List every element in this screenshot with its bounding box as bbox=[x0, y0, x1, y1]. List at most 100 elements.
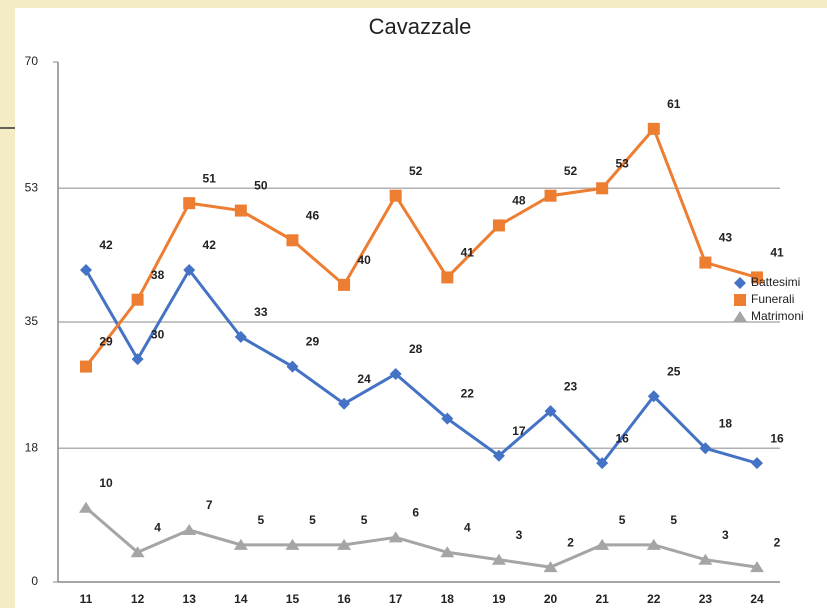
point bbox=[751, 271, 763, 284]
point bbox=[286, 360, 299, 373]
data-label: 16 bbox=[615, 431, 629, 445]
data-label: 10 bbox=[99, 476, 113, 490]
y-tick-label: 0 bbox=[31, 574, 38, 588]
point bbox=[544, 405, 557, 418]
x-tick-label: 24 bbox=[750, 592, 764, 606]
point bbox=[285, 538, 300, 550]
legend-label: Battesimi bbox=[751, 275, 800, 289]
x-tick-label: 20 bbox=[544, 592, 558, 606]
data-label: 16 bbox=[770, 431, 784, 445]
point bbox=[338, 278, 351, 291]
data-label: 29 bbox=[99, 335, 113, 349]
data-label: 30 bbox=[151, 327, 165, 341]
chart-area bbox=[15, 8, 827, 608]
data-label: 28 bbox=[409, 342, 423, 356]
point bbox=[733, 311, 747, 322]
y-tick-label: 35 bbox=[25, 314, 39, 328]
y-tick-label: 70 bbox=[25, 54, 39, 68]
point bbox=[440, 546, 455, 558]
data-label: 61 bbox=[667, 97, 681, 111]
point bbox=[492, 219, 505, 232]
data-label: 43 bbox=[719, 231, 733, 245]
x-tick-label: 14 bbox=[234, 592, 248, 606]
point bbox=[734, 294, 746, 306]
data-label: 3 bbox=[516, 528, 523, 542]
data-label: 46 bbox=[306, 208, 320, 222]
data-label: 52 bbox=[564, 164, 578, 178]
x-tick-label: 16 bbox=[337, 592, 351, 606]
series-line bbox=[85, 506, 758, 569]
data-label: 22 bbox=[461, 387, 475, 401]
point bbox=[734, 277, 746, 289]
data-label: 40 bbox=[357, 253, 371, 267]
point bbox=[751, 457, 763, 470]
point bbox=[491, 553, 506, 565]
data-label: 17 bbox=[512, 424, 526, 438]
data-label: 41 bbox=[461, 246, 475, 260]
data-label: 29 bbox=[306, 335, 320, 349]
point bbox=[182, 524, 197, 535]
point bbox=[441, 412, 454, 425]
x-tick-label: 21 bbox=[595, 592, 609, 606]
point bbox=[595, 538, 610, 550]
data-label: 2 bbox=[774, 535, 781, 549]
point bbox=[647, 122, 660, 135]
point bbox=[596, 182, 609, 195]
x-tick-label: 15 bbox=[286, 592, 300, 606]
point bbox=[286, 234, 299, 247]
x-tick-label: 17 bbox=[389, 592, 403, 606]
x-tick-label: 19 bbox=[492, 592, 506, 606]
data-label: 23 bbox=[564, 379, 578, 393]
data-label: 4 bbox=[464, 520, 471, 534]
data-label: 5 bbox=[258, 513, 265, 527]
x-tick-label: 23 bbox=[699, 592, 713, 606]
point bbox=[389, 368, 402, 380]
point bbox=[646, 538, 661, 550]
data-label: 7 bbox=[206, 498, 213, 512]
x-tick-label: 12 bbox=[131, 592, 145, 606]
data-label: 24 bbox=[357, 372, 371, 386]
data-label: 3 bbox=[722, 528, 729, 542]
data-label: 4 bbox=[154, 520, 161, 534]
data-label: 5 bbox=[361, 513, 368, 527]
data-label: 50 bbox=[254, 179, 268, 193]
y-tick-label: 53 bbox=[25, 180, 39, 194]
data-label: 38 bbox=[151, 268, 165, 282]
point bbox=[543, 561, 558, 573]
data-label: 42 bbox=[99, 238, 113, 252]
point bbox=[79, 501, 93, 513]
legend-label: Matrimoni bbox=[751, 309, 804, 323]
data-label: 51 bbox=[203, 171, 217, 185]
data-label: 6 bbox=[412, 506, 419, 520]
data-label: 48 bbox=[512, 194, 526, 208]
point bbox=[698, 553, 713, 565]
point bbox=[388, 531, 403, 543]
data-label: 25 bbox=[667, 364, 681, 378]
point bbox=[80, 360, 92, 373]
point bbox=[699, 442, 712, 455]
data-label: 2 bbox=[567, 535, 574, 549]
point bbox=[131, 353, 144, 366]
data-label: 52 bbox=[409, 164, 423, 178]
point bbox=[130, 546, 145, 558]
point bbox=[337, 538, 352, 550]
series-line bbox=[84, 125, 758, 368]
data-label: 5 bbox=[619, 513, 626, 527]
point bbox=[234, 204, 247, 217]
data-label: 5 bbox=[670, 513, 677, 527]
point bbox=[131, 293, 144, 306]
point bbox=[80, 264, 92, 276]
x-tick-label: 11 bbox=[80, 592, 93, 606]
point bbox=[441, 271, 454, 284]
data-label: 53 bbox=[615, 156, 629, 170]
point bbox=[492, 449, 505, 462]
x-tick-label: 13 bbox=[183, 592, 197, 606]
point bbox=[544, 189, 557, 202]
point bbox=[183, 197, 196, 210]
data-label: 5 bbox=[309, 513, 316, 527]
series-line bbox=[84, 267, 758, 466]
chart-title: Cavazzale bbox=[369, 14, 472, 39]
point bbox=[699, 256, 712, 269]
point bbox=[234, 330, 247, 343]
